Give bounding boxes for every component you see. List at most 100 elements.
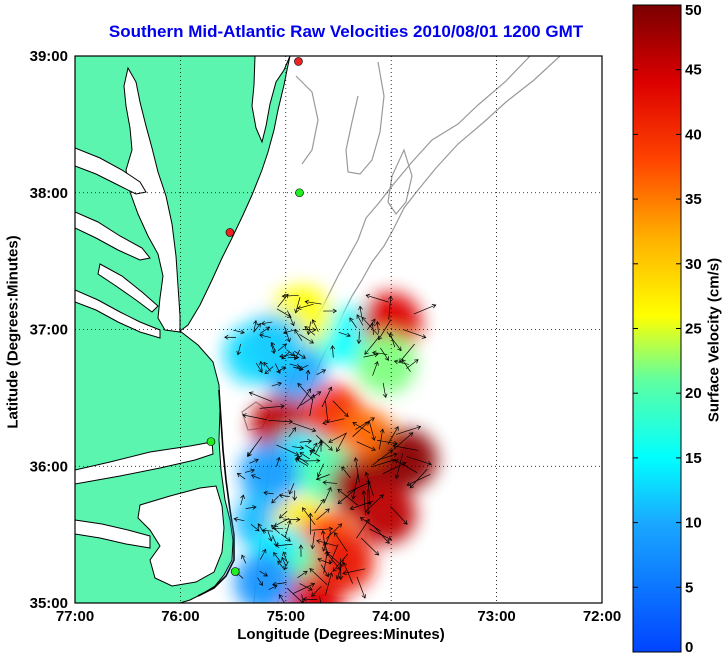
velocity-vector (368, 420, 375, 441)
velocity-vector-head (258, 581, 263, 586)
velocity-vector (278, 594, 285, 603)
velocity-vector (352, 421, 370, 437)
velocity-vector-head (270, 524, 276, 530)
velocity-vector-head (281, 556, 286, 562)
velocity-vector (249, 392, 273, 402)
velocity-vector (332, 345, 334, 358)
velocity-vector (304, 326, 316, 336)
velocity-vector-head (353, 457, 359, 462)
velocity-vector-head (431, 304, 437, 309)
potomac-river (75, 147, 147, 195)
velocity-vector-head (273, 551, 278, 557)
velocity-vector (332, 553, 349, 572)
velocity-vector-head (352, 422, 357, 427)
velocity-vector-head (278, 493, 284, 498)
velocity-vector-head (361, 594, 367, 599)
velocity-vector-head (409, 483, 415, 489)
velocity-vector-head (224, 334, 229, 340)
velocity-vector-head (324, 572, 329, 578)
velocity-vector (259, 549, 267, 560)
velocity-vector (286, 349, 295, 356)
velocity-vector (334, 532, 348, 552)
velocity-vector-head (316, 391, 322, 396)
velocity-vector (272, 535, 278, 547)
velocity-vector (314, 441, 322, 455)
velocity-vector-head (315, 476, 321, 481)
velocity-vector (302, 507, 316, 525)
york-river (97, 263, 159, 313)
velocity-vector-head (337, 523, 343, 528)
velocity-vector (280, 533, 291, 542)
colorbar-tick-label: 45 (685, 62, 702, 79)
velocity-vector (358, 331, 360, 344)
velocity-vector-head (361, 490, 367, 495)
velocity-vector (281, 557, 287, 567)
velocity-vector (376, 439, 398, 445)
velocity-vector (271, 495, 279, 504)
velocity-vector (275, 543, 293, 547)
velocity-vector-head (374, 361, 379, 366)
velocity-vector (350, 500, 374, 510)
velocity-vector (262, 529, 274, 532)
velocity-patch (234, 552, 295, 603)
velocity-vector (347, 481, 371, 493)
velocity-vector-head (371, 350, 377, 356)
velocity-vector-head (302, 596, 307, 602)
velocity-vector (264, 366, 274, 374)
velocity-vector (406, 456, 432, 465)
velocity-vector-head (278, 514, 284, 519)
velocity-vector-head (366, 481, 371, 486)
velocity-patch (355, 484, 416, 545)
velocity-vector-head (280, 404, 285, 409)
velocity-vector (250, 523, 260, 532)
velocity-vector-head (349, 505, 355, 511)
velocity-vector-head (346, 332, 351, 338)
colorbar-tick-label: 0 (685, 639, 693, 656)
velocity-patch (377, 429, 438, 490)
velocity-vector-head (316, 458, 321, 464)
velocity-vector (240, 494, 244, 506)
velocity-vector (367, 319, 376, 330)
velocity-vector-head (299, 452, 304, 457)
velocity-patch (313, 531, 374, 592)
velocity-vector-head (392, 452, 398, 458)
velocity-vector-head (328, 438, 333, 443)
velocity-vector (276, 308, 292, 318)
velocity-vector-head (371, 436, 376, 441)
velocity-vector-head (301, 354, 306, 359)
velocity-vector (274, 363, 281, 374)
velocity-vector-head (321, 637, 325, 641)
velocity-vector-head (336, 565, 341, 571)
velocity-vector (342, 568, 366, 574)
x-tick-label: 77:00 (56, 608, 94, 625)
velocity-vector (294, 349, 301, 360)
velocity-vector-head (394, 459, 399, 464)
velocity-vector (259, 570, 268, 577)
velocity-vector-head (337, 488, 342, 494)
velocity-vector-head (311, 319, 316, 324)
velocity-vector-head (254, 458, 259, 463)
velocity-vector (394, 459, 418, 474)
velocity-vector-head (305, 369, 311, 375)
velocity-vector (296, 388, 311, 410)
velocity-vector (316, 540, 338, 547)
velocity-vector-head (274, 543, 280, 548)
james-river (75, 289, 161, 339)
velocity-vector (364, 335, 380, 355)
velocity-vector-head (322, 420, 327, 426)
x-tick-label: 75:00 (267, 608, 305, 625)
velocity-vector-head (286, 337, 291, 343)
velocity-vector (251, 474, 261, 480)
station-red-marker (294, 57, 303, 66)
velocity-vector-head (365, 293, 371, 299)
colorbar-tick-label: 35 (685, 191, 702, 208)
velocity-vector-head (365, 510, 371, 515)
velocity-vector (386, 331, 402, 351)
delaware-bay (251, 56, 291, 144)
velocity-vector-head (312, 327, 317, 333)
velocity-vector-head (270, 341, 276, 347)
velocity-vector (316, 369, 326, 375)
velocity-vector-head (308, 512, 313, 517)
velocity-vector-head (296, 363, 301, 369)
